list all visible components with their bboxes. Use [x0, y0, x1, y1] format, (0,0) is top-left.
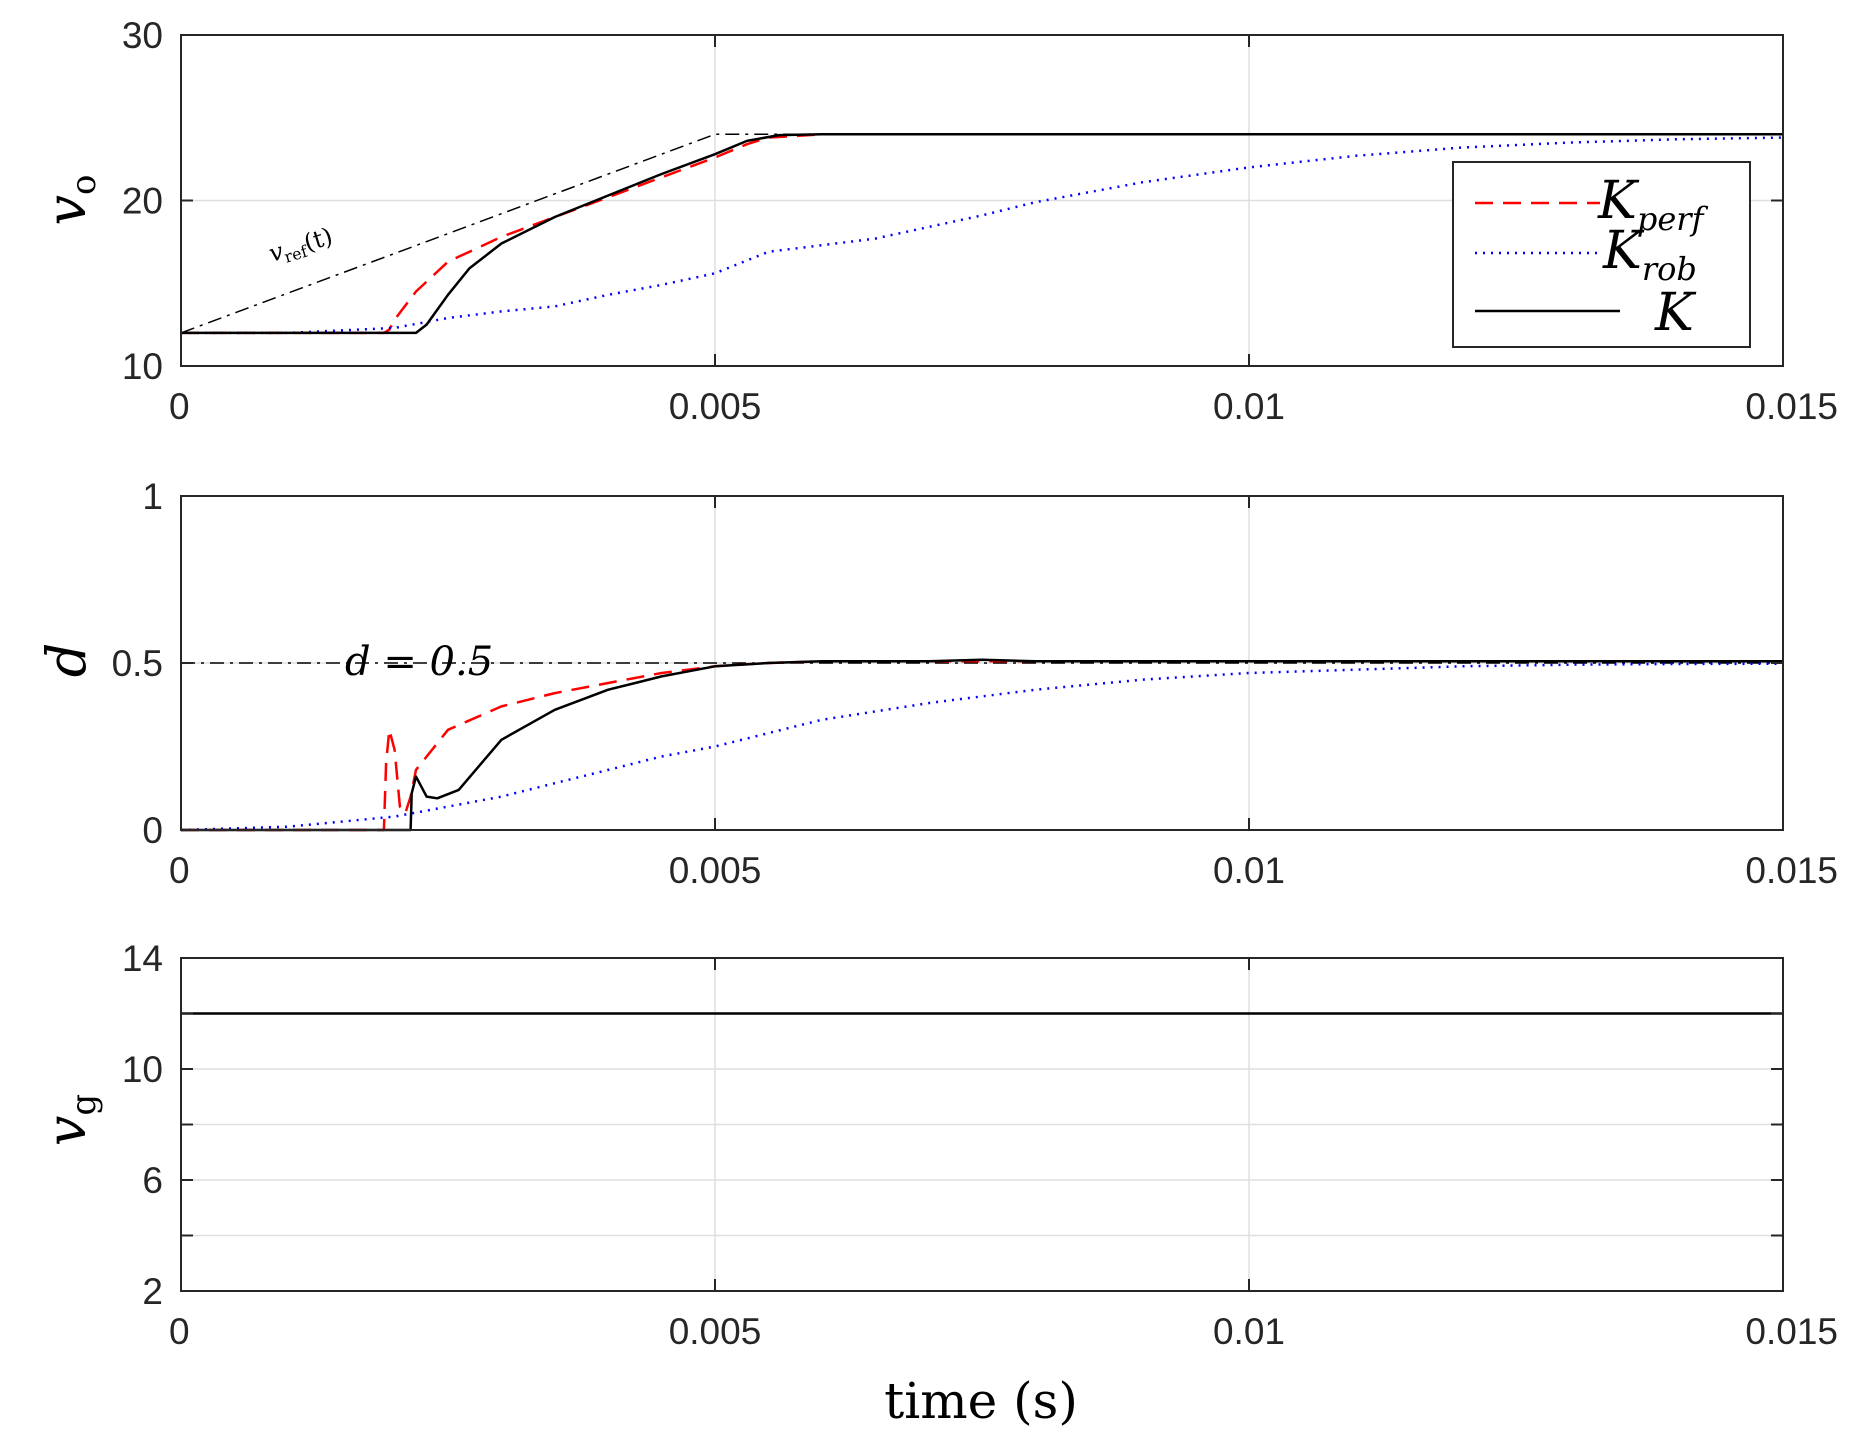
bottom-ticks: 0 0.005 0.01 0.015 2 6 10 14: [122, 938, 1838, 1352]
bottom-ylabel-main: v: [35, 1116, 98, 1147]
top-ylabel-sub: o: [64, 175, 104, 195]
bottom-xtick-label: 0.01: [1213, 1311, 1285, 1352]
middle-xtick-label: 0: [169, 850, 190, 891]
middle-series: [180, 658, 1784, 832]
middle-ytick-label: 0: [142, 810, 163, 851]
bottom-ytick-label: 10: [122, 1049, 163, 1090]
middle-ytick-label: 0.5: [112, 643, 163, 684]
bottom-ylabel: vg: [35, 1094, 104, 1146]
bottom-xtick-label: 0.015: [1745, 1311, 1838, 1352]
bottom-panel: 0 0.005 0.01 0.015 2 6 10 14 vg time (s): [35, 938, 1838, 1430]
bottom-ylabel-sub: g: [64, 1094, 104, 1116]
top-series-v_ref: [180, 133, 1783, 334]
top-ticks: 0 0.005 0.01 0.015 10 20 30: [122, 15, 1838, 427]
middle-series-K: [181, 658, 1783, 832]
middle-panel: 0 0.005 0.01 0.015 0 0.5 1 d d = 0.5: [35, 476, 1838, 891]
middle-ticks: 0 0.005 0.01 0.015 0 0.5 1: [112, 476, 1838, 891]
top-ylabel-main: v: [35, 195, 98, 226]
middle-series-K_rob: [180, 662, 1784, 832]
middle-xtick-label: 0.01: [1213, 850, 1285, 891]
bottom-xlabel: time (s): [884, 1372, 1078, 1430]
middle-xtick-label: 0.015: [1745, 850, 1838, 891]
bottom-ytick-label: 14: [122, 938, 163, 979]
top-xtick-label: 0.005: [669, 386, 762, 427]
d-annotation: d = 0.5: [345, 639, 493, 685]
top-ytick-label: 10: [122, 346, 163, 387]
middle-ylabel: d: [35, 643, 98, 678]
top-xtick-label: 0: [169, 386, 190, 427]
legend-label-krob: Krob: [1602, 221, 1697, 288]
d-annotation-bg: [330, 640, 490, 680]
legend-box: [1452, 161, 1751, 348]
middle-xtick-label: 0.005: [669, 850, 762, 891]
top-ylabel: vo: [35, 175, 104, 226]
legend: Kperf Krob K: [1452, 161, 1751, 348]
legend-label-k: K: [1654, 283, 1697, 343]
bottom-ytick-label: 2: [142, 1271, 163, 1312]
top-ytick-label: 30: [122, 15, 163, 56]
top-xtick-label: 0.015: [1745, 386, 1838, 427]
top-ytick-label: 20: [122, 181, 163, 222]
bottom-xtick-label: 0: [169, 1311, 190, 1352]
top-xtick-label: 0.01: [1213, 386, 1285, 427]
bottom-ytick-label: 6: [142, 1160, 163, 1201]
bottom-xtick-label: 0.005: [669, 1311, 762, 1352]
middle-ytick-label: 1: [142, 476, 163, 517]
top-series: [180, 133, 1784, 335]
legend-label-kperf: Kperf: [1597, 171, 1709, 238]
